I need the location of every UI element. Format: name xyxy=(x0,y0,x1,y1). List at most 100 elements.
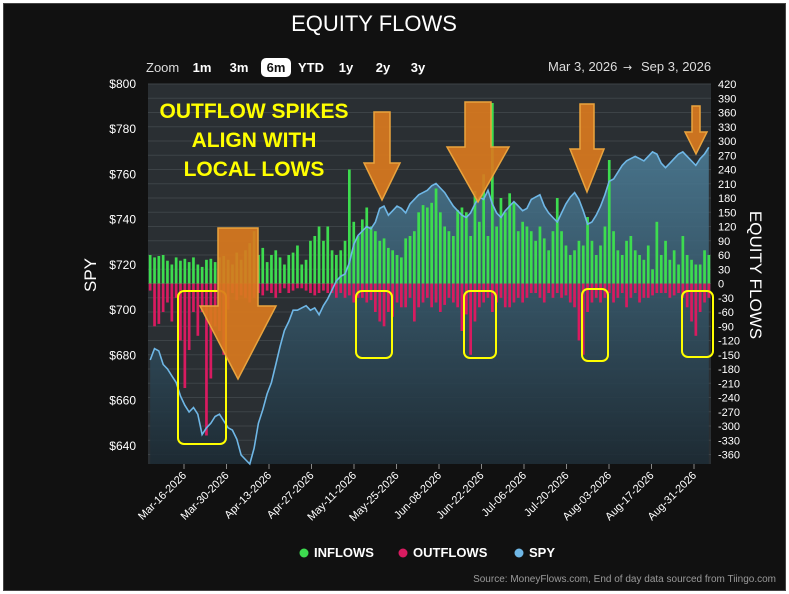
zoom-label: Zoom xyxy=(146,60,179,75)
inflow-bar xyxy=(534,240,537,284)
outflow-bar xyxy=(421,283,425,303)
inflow-bar xyxy=(270,255,273,284)
inflow-bar xyxy=(698,264,702,284)
inflow-bar xyxy=(192,257,195,284)
left-tick-label: $660 xyxy=(109,394,136,408)
inflow-bar xyxy=(148,255,152,284)
inflow-bar xyxy=(638,255,641,284)
inflow-bar xyxy=(313,236,317,284)
outflow-bar xyxy=(404,283,407,308)
inflow-bar xyxy=(508,193,511,284)
inflow-bar xyxy=(478,221,481,284)
inflow-bar xyxy=(456,209,459,284)
left-axis: $800 $780 $760 $740 $720 $700 $680 $660 $640 xyxy=(109,77,136,453)
chart-title: EQUITY FLOWS xyxy=(291,11,457,36)
zoom-option-1y[interactable]: 1y xyxy=(339,60,354,75)
legend-label-spy[interactable]: SPY xyxy=(529,545,555,560)
inflow-bar xyxy=(655,221,659,284)
inflow-bar xyxy=(642,259,646,284)
right-tick-label: 120 xyxy=(718,222,736,234)
outflow-bar xyxy=(300,283,304,289)
inflow-bar xyxy=(594,255,598,284)
outflow-bar xyxy=(348,283,351,296)
inflow-bar xyxy=(261,247,265,284)
outflow-bar xyxy=(633,283,637,293)
outflow-bar xyxy=(547,283,550,293)
inflow-bar xyxy=(200,266,204,284)
outflow-bar xyxy=(296,283,299,289)
outflow-bar xyxy=(187,283,191,350)
outflow-bar xyxy=(586,283,589,312)
inflow-bar xyxy=(356,236,360,284)
left-axis-title: SPY xyxy=(81,258,100,292)
x-axis: Mar-16-2026Mar-30-2026Apr-13-2026Apr-27-… xyxy=(136,464,699,524)
outflow-bar xyxy=(694,283,698,336)
legend-label-inflows[interactable]: INFLOWS xyxy=(314,545,374,560)
outflow-bar xyxy=(473,283,477,322)
annotation-line: ALIGN WITH xyxy=(192,129,317,152)
legend: INFLOWS OUTFLOWS SPY xyxy=(299,545,555,560)
outflow-bar xyxy=(287,283,291,293)
zoom-option-3y[interactable]: 3y xyxy=(411,60,426,75)
inflow-bar xyxy=(361,219,364,284)
outflow-bar xyxy=(525,283,529,298)
inflow-bar xyxy=(365,207,369,284)
inflow-bar xyxy=(283,264,286,284)
inflow-bar xyxy=(387,247,390,284)
outflow-bar xyxy=(590,283,594,303)
right-tick-label: 30 xyxy=(718,264,730,276)
left-tick-label: $680 xyxy=(109,348,136,362)
inflow-bar xyxy=(707,255,711,284)
outflow-bar xyxy=(356,283,360,298)
outflow-bar xyxy=(482,283,485,303)
outflow-bar xyxy=(313,283,317,296)
right-tick-label: -210 xyxy=(718,378,740,390)
outflow-bar xyxy=(599,283,602,303)
zoom-option-2y[interactable]: 2y xyxy=(376,60,391,75)
zoom-selector: Zoom 1m 3m 6m YTD 1y 2y 3y xyxy=(146,58,426,77)
outflow-bar xyxy=(581,283,585,355)
arrow-icon xyxy=(362,111,402,202)
outflow-bar xyxy=(200,283,204,312)
zoom-option-6m[interactable]: 6m xyxy=(267,60,286,75)
highlight-box-4 xyxy=(581,288,609,362)
date-range-start: Mar 3, 2026 xyxy=(548,59,617,74)
outflow-bar xyxy=(465,283,468,315)
right-tick-label: -300 xyxy=(718,421,740,433)
right-tick-label: 0 xyxy=(718,279,724,291)
inflow-bar xyxy=(560,231,563,284)
inflow-bar xyxy=(672,250,676,284)
outflow-bar xyxy=(443,283,446,305)
outflow-bar xyxy=(646,283,650,298)
zoom-selected-highlight xyxy=(261,58,291,77)
right-axis-title: EQUITY FLOWS xyxy=(746,211,765,339)
outflow-bar xyxy=(681,283,685,298)
outflow-bar xyxy=(439,283,442,312)
inflow-bar xyxy=(348,169,351,284)
outflow-bar xyxy=(270,283,273,293)
legend-label-outflows[interactable]: OUTFLOWS xyxy=(413,545,488,560)
outflow-bar xyxy=(703,283,706,303)
inflow-bar xyxy=(408,236,412,284)
outflow-bar xyxy=(655,283,659,293)
left-tick-label: $760 xyxy=(109,168,136,182)
zoom-option-3m[interactable]: 3m xyxy=(230,60,249,75)
outflow-bar xyxy=(495,283,498,303)
inflow-bar xyxy=(374,231,377,284)
zoom-option-ytd[interactable]: YTD xyxy=(298,60,324,75)
outflow-bar xyxy=(577,283,581,341)
inflow-bar xyxy=(664,240,667,284)
inflow-bar xyxy=(581,245,585,284)
inflow-bar xyxy=(491,103,494,284)
zoom-option-1m[interactable]: 1m xyxy=(193,60,212,75)
inflow-bar xyxy=(516,231,520,284)
outflow-bar xyxy=(452,283,455,303)
inflow-bar xyxy=(426,207,429,284)
inflow-bar xyxy=(612,231,615,284)
outflow-bar xyxy=(339,283,343,293)
outflow-bar xyxy=(413,283,416,322)
outflow-bar xyxy=(274,283,278,298)
inflow-bar xyxy=(538,226,542,284)
right-tick-label: 60 xyxy=(718,250,730,262)
inflow-bar xyxy=(278,257,282,284)
